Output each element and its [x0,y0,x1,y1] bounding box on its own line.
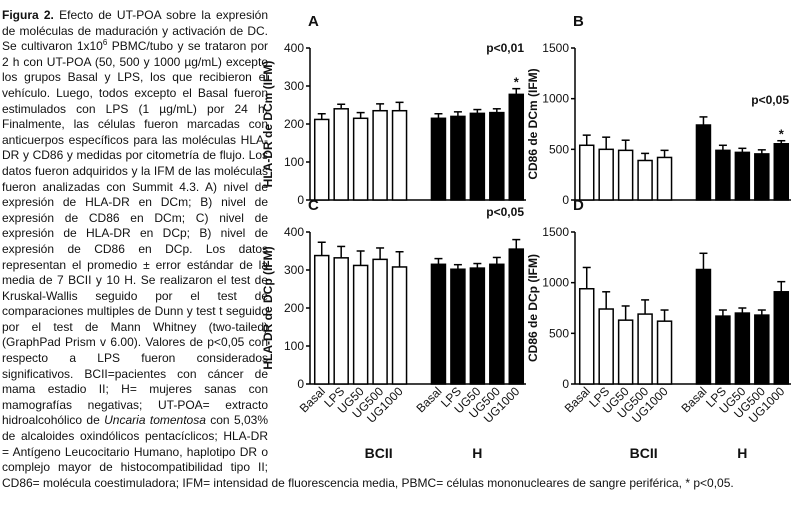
caption-text: con 5,03% de alcaloides oxindólicos pent… [2,413,734,490]
bar [715,315,731,385]
bar [391,266,408,385]
caption-text: PBMC/tubo y se trataron por 2 h con UT-P… [2,39,268,428]
bar [578,144,595,201]
bar [754,314,770,385]
y-tick-label: 200 [284,301,304,315]
bar [754,153,770,201]
bar [617,319,634,385]
y-tick-label: 500 [549,326,569,340]
p-value: p<0,05 [751,93,789,107]
bar [656,320,673,385]
bar [313,254,330,385]
bar [313,118,330,201]
y-tick-label: 400 [284,225,304,239]
bar [450,115,466,201]
significance-star: * [514,75,520,90]
bar [598,308,614,385]
caption-sup: 6 [102,38,108,48]
y-axis-label: HLA-DR de DCp (IFM) [261,246,275,369]
group-label: H [737,445,747,461]
y-tick-label: 1500 [542,225,569,239]
bar [450,268,466,385]
bar [578,287,595,385]
bar [333,257,349,385]
bar [617,149,634,201]
bar [715,149,731,201]
panel-letter: A [308,13,319,30]
bar [773,143,790,201]
bar [430,263,447,385]
significance-star: * [779,127,785,142]
p-value: p<0,01 [486,41,524,55]
y-axis-label: CD86 de DCm (IFM) [526,68,540,179]
bar [695,124,712,201]
y-tick-label: 300 [284,263,304,277]
caption-label: Figura 2. [2,8,54,22]
y-tick-label: 500 [549,142,569,156]
caption: Figura 2. Efecto de UT-POA sobre la expr… [2,8,804,491]
y-tick-label: 1500 [542,41,569,55]
y-axis-label: CD86 de DCp (IFM) [526,254,540,362]
bar [734,312,751,385]
y-tick-label: 300 [284,79,304,93]
group-label: BCII [365,445,393,461]
bar [372,258,388,385]
y-tick-label: 100 [284,339,304,353]
p-value: p<0,05 [486,205,524,219]
y-tick-label: 0 [562,193,569,207]
bar [352,264,369,385]
bar [508,93,525,201]
bar [773,291,790,385]
y-tick-label: 1000 [542,276,569,290]
bar [637,313,653,385]
y-tick-label: 0 [562,377,569,391]
y-tick-label: 0 [297,377,304,391]
bar [489,263,505,385]
bar [469,267,486,385]
y-tick-label: 400 [284,41,304,55]
bar [695,268,712,385]
bar [352,117,369,201]
bar [598,148,614,201]
caption-text: Efecto de UT-POA sobre la expresión de m… [2,8,268,54]
bar [333,108,349,201]
group-label: BCII [630,445,658,461]
bar [656,156,673,201]
panel-letter: D [573,197,584,214]
bar [391,109,408,201]
bar [489,111,505,201]
panel-letter: B [573,13,584,30]
bar [430,117,447,201]
y-tick-label: 200 [284,117,304,131]
bar [372,109,388,201]
figure: A HLA-DR de DCm (IFM) 0 100 200 300 400 p<0,01 *… [261,13,791,461]
bar [469,112,486,201]
bar [637,159,653,201]
y-tick-label: 1000 [542,92,569,106]
y-axis-label: HLA-DR de DCm (IFM) [261,61,275,188]
caption-italic: Uncaria tomentosa [104,413,206,428]
group-label: H [472,445,482,461]
y-tick-label: 0 [297,193,304,207]
bar [508,248,525,385]
panel-letter: C [308,197,319,214]
bar [734,151,751,201]
y-tick-label: 100 [284,155,304,169]
